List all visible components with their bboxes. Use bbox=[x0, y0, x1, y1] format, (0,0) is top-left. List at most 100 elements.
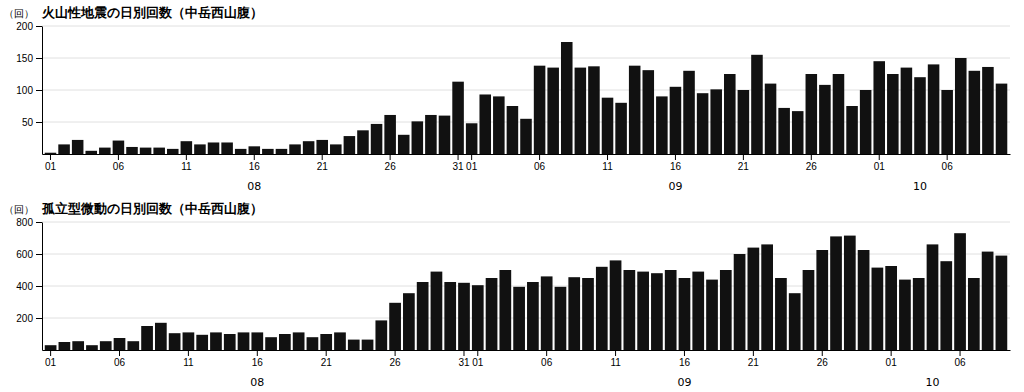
x-tick-label: 06 bbox=[954, 357, 966, 368]
x-tick: 21 bbox=[321, 350, 333, 368]
y-tick: 200 bbox=[16, 21, 42, 32]
y-label: （回） bbox=[4, 204, 34, 215]
x-tick-label: 06 bbox=[113, 161, 125, 172]
x-axis: 010611162126310106111621260106 bbox=[43, 154, 1011, 172]
bar bbox=[316, 140, 328, 154]
x-tick: 06 bbox=[113, 154, 125, 172]
x-axis-line bbox=[43, 350, 1011, 351]
bar bbox=[45, 153, 57, 154]
bar bbox=[761, 244, 773, 350]
bar bbox=[181, 141, 193, 154]
bar bbox=[651, 273, 663, 350]
bar bbox=[493, 96, 505, 154]
x-tick: 26 bbox=[817, 350, 829, 368]
y-tick: 50 bbox=[22, 117, 42, 128]
bar bbox=[412, 121, 424, 154]
bar bbox=[927, 244, 939, 350]
bar bbox=[901, 68, 913, 154]
x-tick-label: 26 bbox=[806, 161, 818, 172]
annotations: 080910 bbox=[247, 180, 927, 193]
x-tick-label: 21 bbox=[321, 357, 333, 368]
bar bbox=[789, 293, 801, 350]
month-label: 10 bbox=[913, 180, 927, 193]
x-tick: 16 bbox=[670, 154, 682, 172]
bar bbox=[914, 77, 926, 154]
x-tick-label: 01 bbox=[45, 357, 57, 368]
bar bbox=[697, 93, 709, 154]
bar bbox=[307, 337, 319, 350]
y-tick: 100 bbox=[16, 85, 42, 96]
bar bbox=[458, 283, 470, 350]
bar bbox=[371, 124, 383, 154]
bar bbox=[534, 66, 546, 154]
x-tick-mark bbox=[607, 154, 608, 160]
x-tick-mark bbox=[684, 350, 685, 356]
bar bbox=[692, 272, 704, 350]
annotations: 080910 bbox=[250, 376, 939, 389]
bar bbox=[954, 233, 966, 350]
x-tick-mark bbox=[743, 154, 744, 160]
bar bbox=[527, 282, 539, 350]
y-tick: 200 bbox=[16, 313, 42, 324]
bar bbox=[720, 270, 732, 350]
y-label: （回） bbox=[4, 8, 34, 19]
bar bbox=[221, 142, 233, 154]
bar bbox=[45, 345, 57, 350]
x-tick-mark bbox=[477, 350, 478, 356]
bar bbox=[575, 68, 587, 154]
bar bbox=[85, 151, 97, 154]
bar bbox=[389, 303, 401, 350]
bar bbox=[265, 337, 277, 350]
bar bbox=[183, 332, 195, 350]
x-tick: 11 bbox=[181, 154, 192, 172]
bar bbox=[348, 340, 360, 350]
grid-line bbox=[42, 58, 1010, 59]
x-tick: 11 bbox=[610, 350, 621, 368]
x-tick-label: 16 bbox=[252, 357, 264, 368]
y-tick-mark bbox=[36, 122, 42, 123]
x-tick-mark bbox=[675, 154, 676, 160]
y-tick-mark bbox=[36, 318, 42, 319]
bar bbox=[384, 115, 396, 154]
x-tick: 01 bbox=[472, 350, 484, 368]
x-tick: 01 bbox=[886, 350, 898, 368]
bar bbox=[860, 90, 872, 154]
month-label: 10 bbox=[925, 376, 939, 389]
x-tick-mark bbox=[119, 350, 120, 356]
bar bbox=[238, 332, 250, 350]
bar bbox=[262, 149, 274, 154]
bar bbox=[153, 148, 165, 154]
bar bbox=[113, 141, 125, 154]
bar bbox=[623, 270, 635, 350]
bar bbox=[885, 266, 897, 350]
x-tick-label: 06 bbox=[534, 161, 546, 172]
y-tick-label: 100 bbox=[16, 85, 33, 96]
bar bbox=[127, 341, 139, 350]
x-tick-label: 31 bbox=[453, 161, 465, 172]
bar bbox=[968, 278, 980, 350]
x-tick-label: 26 bbox=[385, 161, 397, 172]
bar bbox=[403, 293, 415, 350]
bar bbox=[928, 64, 940, 154]
bar bbox=[86, 345, 98, 350]
bar bbox=[819, 85, 831, 154]
x-tick: 21 bbox=[738, 154, 750, 172]
y-tick-mark bbox=[36, 26, 42, 27]
bar bbox=[969, 71, 981, 154]
y-tick: 800 bbox=[16, 217, 42, 228]
x-tick-mark bbox=[546, 350, 547, 356]
x-axis: 010611162126310106111621260106 bbox=[43, 350, 1011, 368]
x-tick-label: 01 bbox=[472, 357, 484, 368]
bar bbox=[547, 68, 559, 154]
bar bbox=[996, 84, 1008, 154]
x-tick: 06 bbox=[942, 154, 954, 172]
bar bbox=[996, 256, 1008, 350]
bar bbox=[72, 140, 84, 154]
bar bbox=[100, 341, 112, 350]
bar bbox=[568, 277, 580, 350]
bar bbox=[561, 42, 573, 154]
bar bbox=[803, 270, 815, 350]
grid-line bbox=[42, 222, 1010, 223]
x-tick-label: 26 bbox=[390, 357, 402, 368]
x-tick-label: 01 bbox=[45, 161, 57, 172]
